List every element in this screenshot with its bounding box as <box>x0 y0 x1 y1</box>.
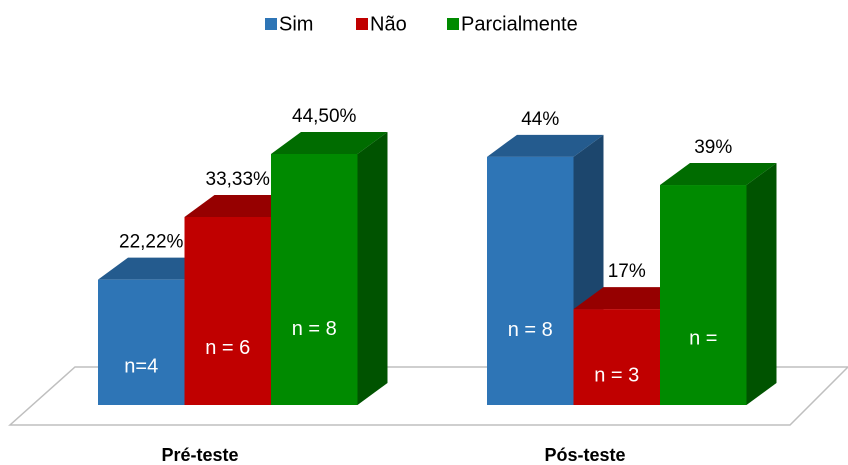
n-label: n = 6 <box>205 337 250 359</box>
category-label: Pós-teste <box>544 445 625 465</box>
bar <box>184 217 271 405</box>
bar-side <box>746 163 777 405</box>
legend-label: Sim <box>279 13 313 35</box>
bar <box>487 156 574 405</box>
n-label: n = 3 <box>594 365 639 387</box>
bar <box>98 279 185 405</box>
legend-swatch <box>356 18 368 30</box>
n-label: n=4 <box>124 356 158 378</box>
category-label: Pré-teste <box>161 445 238 465</box>
n-label: n = <box>689 327 717 349</box>
legend-swatch <box>265 18 277 30</box>
bar-top <box>660 163 777 186</box>
legend-label: Parcialmente <box>461 13 578 35</box>
value-label: 22,22% <box>119 232 184 253</box>
n-label: n = 8 <box>292 318 337 340</box>
legend-swatch <box>447 18 459 30</box>
value-label: 33,33% <box>206 169 271 190</box>
value-label: 44,50% <box>292 106 357 127</box>
value-label: 17% <box>608 261 646 282</box>
legend-label: Não <box>370 13 407 35</box>
bar-side <box>357 132 388 405</box>
n-label: n = 8 <box>508 319 553 341</box>
bar-top <box>271 132 388 154</box>
bar <box>573 309 660 405</box>
bar <box>271 154 358 405</box>
bar <box>660 185 747 405</box>
value-label: 39% <box>694 137 732 158</box>
bar-top <box>487 134 604 157</box>
value-label: 44% <box>521 109 559 130</box>
